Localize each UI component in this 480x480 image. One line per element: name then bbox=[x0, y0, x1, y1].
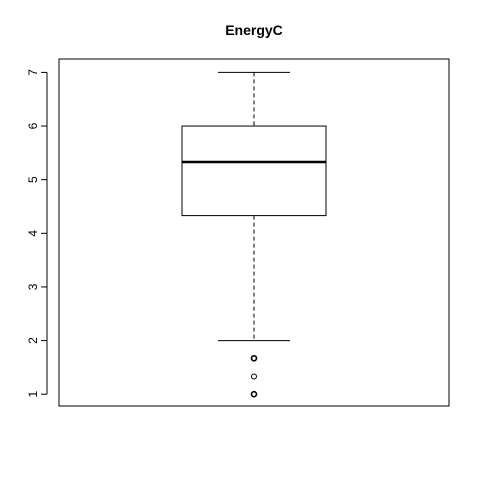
y-tick-label: 5 bbox=[26, 176, 40, 183]
boxplot bbox=[181, 71, 327, 398]
outlier-point bbox=[250, 390, 258, 398]
y-tick-label: 3 bbox=[26, 283, 40, 290]
y-tick-label: 1 bbox=[26, 391, 40, 398]
interquartile-box bbox=[181, 125, 327, 217]
outlier-point bbox=[250, 354, 258, 362]
outlier-point bbox=[251, 373, 257, 380]
chart-title: EnergyC bbox=[225, 22, 283, 38]
y-axis: 1 2 3 4 5 6 7 bbox=[26, 69, 48, 398]
y-tick-label: 4 bbox=[26, 230, 40, 237]
y-tick-label: 2 bbox=[26, 337, 40, 344]
y-tick-label: 6 bbox=[26, 122, 40, 129]
y-tick-label: 7 bbox=[26, 69, 40, 76]
plot-frame bbox=[58, 58, 450, 407]
